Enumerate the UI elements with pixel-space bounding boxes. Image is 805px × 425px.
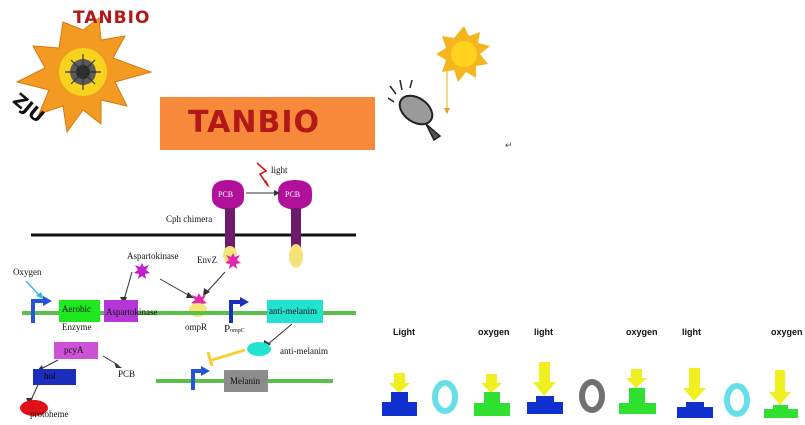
pcya-label: pcyA [64,345,84,355]
condition-label-oxygen-1: oxygen [478,327,510,337]
oxygen-label: Oxygen [13,267,42,277]
promoter-2-icon [191,369,202,390]
sun-cartoon [387,24,498,142]
bacterium-cartoon-icon [387,79,442,142]
sun-icon [436,26,490,82]
light-arrow-2-icon [533,362,556,396]
pcb-left-label: PCB [218,190,234,199]
pompc-label: PompC [224,323,245,335]
oxygen-arrow-3-icon [769,370,791,405]
banner-text: TANBIO [188,105,320,140]
condition-label-oxygen-2: oxygen [626,327,658,337]
hol-label: hol [44,371,56,381]
aspartokinase-gene [104,300,138,322]
light-arrow-1-icon [389,373,410,393]
condition-label-light-1: Light [393,327,415,337]
hol-gene [33,369,76,385]
blue-block-2 [536,396,554,402]
green-block-1 [484,392,500,403]
receptor-left [212,180,244,264]
cph-chimera-label: Cph chimera [166,214,213,224]
anti-melanim-box-label: anti-melanim [269,306,317,316]
inhibition-line [211,348,246,362]
condition-label-light-2: light [534,327,553,337]
light-arrow-3-icon [683,368,706,401]
oxygen-arrow-2-icon [626,369,647,388]
cyan-ring-2-icon [724,383,750,417]
protoheme-label: protoheme [30,409,69,419]
promoter-1-icon [31,299,44,323]
gray-ring-icon [579,379,605,413]
tanbio-logo: TANBIO ZJU [5,2,157,142]
cyan-ring-1-icon [432,380,458,414]
green-block-3 [773,405,788,409]
envz-star-icon [225,253,241,269]
anti-melanim-label: anti-melanim [280,346,328,356]
aspartokinase-star-icon [134,263,150,279]
aerobic-enzyme-gene [59,300,100,322]
blue-block-1 [391,392,408,402]
return-mark: ↵ [505,140,513,150]
melanin-gene [224,370,268,392]
condition-label-oxygen-3: oxygen [771,327,803,337]
aspartokinase-top-label: Aspartokinase [127,251,179,261]
pcya-gene [54,342,98,359]
anti-melanim-gene [267,300,323,323]
aspartokinase-box-label: Aspartokinase [106,307,158,317]
receptor-right [278,180,312,268]
ompr-star-icon [191,293,207,309]
tanbio-banner: TANBIO [160,97,375,150]
light-label: light [271,165,288,175]
oxygen-arrow-1-icon [481,374,502,393]
promoter-ompc-icon [229,300,241,323]
envz-label: EnvZ [197,255,217,265]
pcb-product-label: PCB [118,369,136,379]
pcb-right-label: PCB [285,190,301,199]
logo-title: TANBIO [73,8,151,28]
blue-block-3 [686,402,704,407]
light-bolt-icon [256,162,269,187]
aerobic-enzyme-label: Aerobic Enzyme [62,304,92,332]
condition-label-light-3: light [682,327,701,337]
anti-melanim-blob [247,342,271,356]
pompc-sub: ompC [230,328,245,334]
melanin-label: Melanin [230,376,260,386]
pompc-p: P [224,323,231,335]
protoheme-blob [20,400,48,416]
green-block-2 [629,388,645,403]
ompr-label: ompR [185,322,208,332]
